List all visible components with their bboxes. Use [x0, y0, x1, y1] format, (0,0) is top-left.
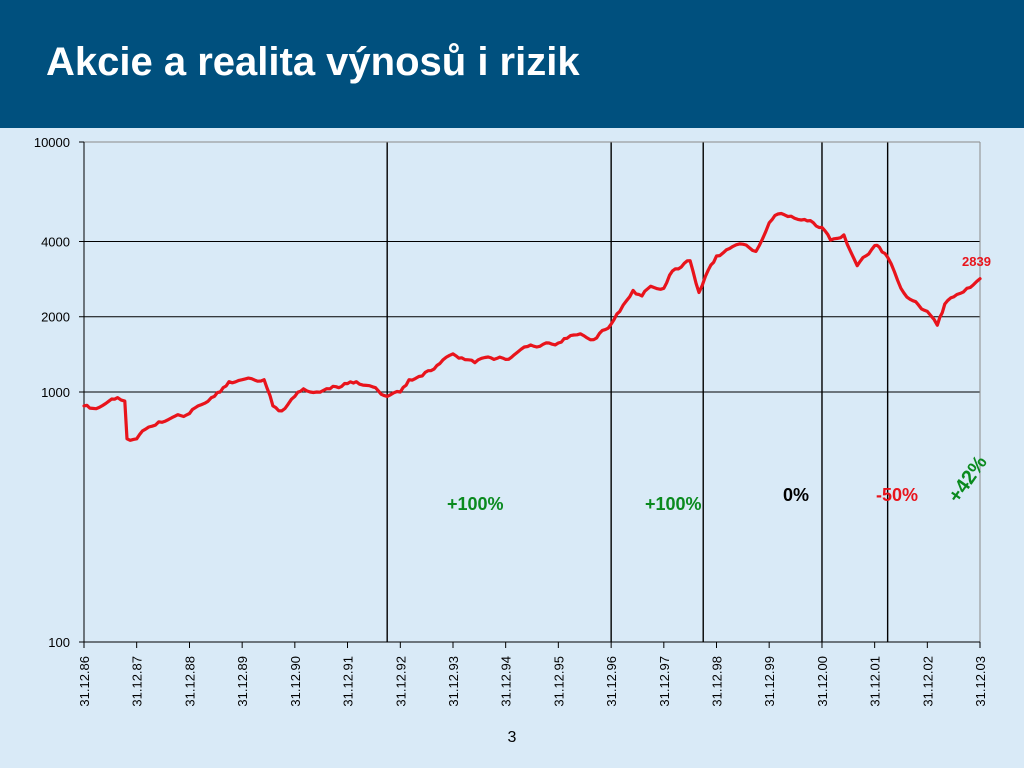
period-return-label: +42%	[944, 452, 992, 507]
x-tick-label: 31.12.00	[815, 656, 830, 707]
y-tick-label: 4000	[41, 234, 70, 249]
y-tick-labels: 100 1000 2000 4000 10000	[34, 135, 70, 650]
x-tick-label: 31.12.92	[393, 656, 408, 707]
page-title: Akcie a realita výnosů i rizik	[46, 40, 580, 84]
page-number: 3	[507, 729, 517, 746]
gridlines	[84, 240, 980, 393]
y-tick-label: 10000	[34, 135, 70, 150]
series	[82, 211, 982, 442]
x-tick-label: 31.12.95	[551, 656, 566, 707]
x-tick-label: 31.12.86	[77, 656, 92, 707]
x-tick-label: 31.12.02	[920, 656, 935, 707]
x-tick-label: 31.12.88	[182, 656, 197, 707]
x-tick-label: 31.12.99	[762, 656, 777, 707]
period-dividers	[386, 142, 889, 642]
period-return-label: 0%	[783, 485, 809, 505]
x-tick-label: 31.12.87	[130, 656, 145, 707]
period-return-label: -50%	[876, 485, 918, 505]
header-bar: Akcie a realita výnosů i rizik	[0, 0, 1024, 128]
period-return-label: +100%	[447, 494, 504, 514]
x-tick-label: 31.12.97	[657, 656, 672, 707]
period-return-label: +100%	[645, 494, 702, 514]
x-tick-label: 31.12.96	[604, 656, 619, 707]
x-tick-label: 31.12.03	[973, 656, 988, 707]
x-tick-label: 31.12.89	[235, 656, 250, 707]
y-tick-label: 100	[48, 635, 70, 650]
x-tick-label: 31.12.94	[499, 656, 514, 707]
y-tick-label: 1000	[41, 385, 70, 400]
axes	[79, 141, 981, 648]
x-tick-label: 31.12.93	[446, 656, 461, 707]
x-tick-label: 31.12.01	[868, 656, 883, 707]
y-tick-label: 2000	[41, 310, 70, 325]
x-tick-label: 31.12.98	[709, 656, 724, 707]
end-value-label: 2839	[962, 254, 991, 269]
series-line-0	[82, 211, 982, 442]
annotations: 2839 +100% +100% 0% -50% +42%	[447, 254, 992, 514]
x-tick-label: 31.12.90	[288, 656, 303, 707]
x-tick-label: 31.12.91	[341, 656, 356, 707]
x-tick-labels: 31.12.86 31.12.87 31.12.88 31.12.89 31.12.90…	[77, 656, 988, 707]
